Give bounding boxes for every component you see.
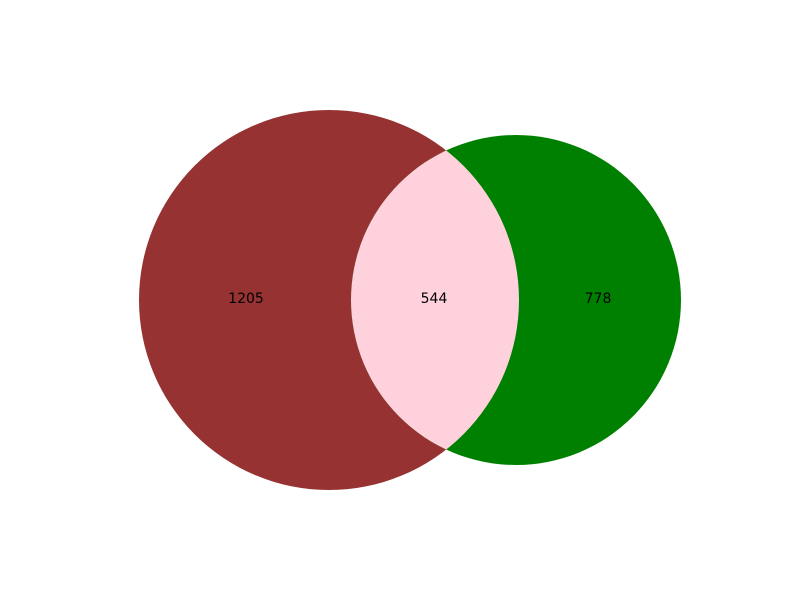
right-only-count: 778 <box>585 291 612 307</box>
intersection-count: 544 <box>421 291 448 307</box>
intersection-region <box>351 135 519 465</box>
left-only-count: 1205 <box>228 291 264 307</box>
